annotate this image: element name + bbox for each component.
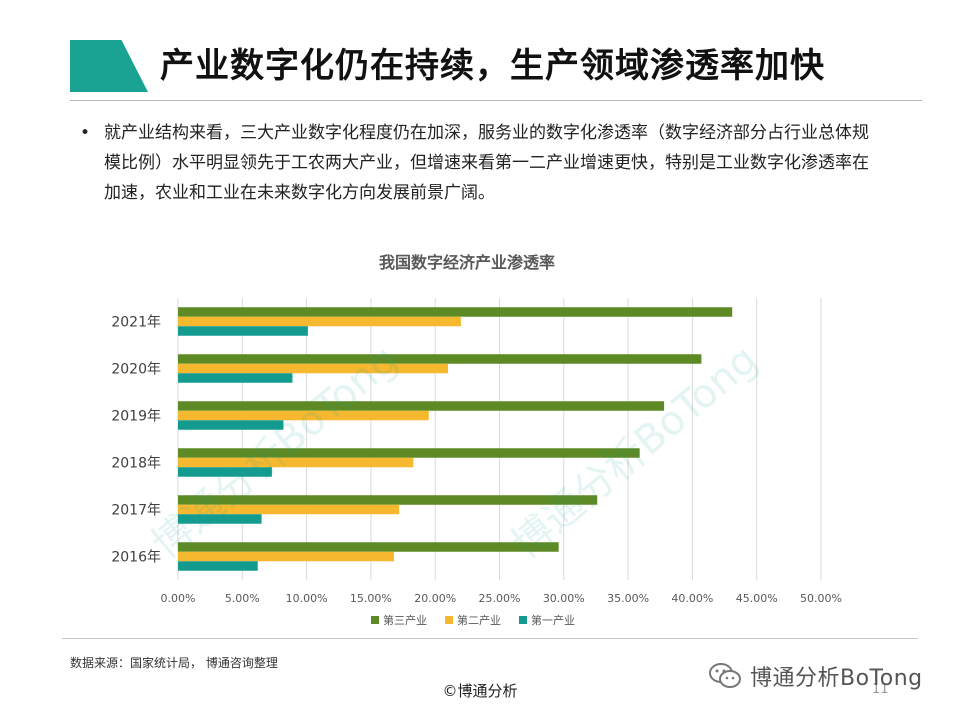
bar-第二产业-2020年: [178, 363, 449, 374]
chart-canvas: 我国数字经济产业渗透率 2016年 2017年 2018年 2019年 2020年 202…: [111, 253, 842, 627]
bar-第一产业-2018年: [178, 467, 272, 477]
legend-label: 第三产业: [383, 613, 427, 627]
x-tick-label: 5.00%: [225, 592, 260, 605]
legend-swatch: [371, 616, 379, 624]
legend-label: 第一产业: [531, 613, 575, 627]
bar-第一产业-2020年: [178, 373, 293, 383]
bar-第二产业-2019年: [178, 410, 429, 421]
copyright: ©博通分析: [442, 682, 518, 700]
bar-第三产业-2016年: [178, 542, 559, 552]
bar-第三产业-2017年: [178, 495, 598, 505]
chart-title: 我国数字经济产业渗透率: [379, 253, 555, 272]
bar-第三产业-2020年: [178, 354, 702, 364]
data-source: 数据来源：国家统计局， 博通咨询整理: [70, 656, 278, 670]
y-category-label: 2020年: [111, 362, 161, 378]
penetration-bar-chart: 我国数字经济产业渗透率 2016年 2017年 2018年 2019年 2020年 202…: [95, 240, 865, 640]
legend-swatch: [445, 616, 453, 624]
legend-swatch: [519, 616, 527, 624]
y-category-label: 2018年: [111, 456, 161, 472]
y-category-label: 2019年: [111, 409, 161, 425]
bar-第一产业-2021年: [178, 326, 308, 336]
bar-第三产业-2018年: [178, 448, 640, 458]
y-category-label: 2016年: [111, 550, 161, 566]
x-tick-label: 40.00%: [671, 592, 713, 605]
bar-第三产业-2021年: [178, 307, 733, 317]
bar-第二产业-2021年: [178, 316, 461, 327]
title-accent-shape: [70, 40, 148, 92]
x-tick-label: 20.00%: [414, 592, 456, 605]
x-tick-label: 10.00%: [286, 592, 328, 605]
x-tick-label: 15.00%: [350, 592, 392, 605]
footer-divider: [62, 638, 918, 639]
wechat-icon: [709, 663, 741, 688]
brand-name: 博通分析BoTong: [750, 666, 923, 691]
bar-第二产业-2016年: [178, 551, 395, 562]
bar-第一产业-2016年: [178, 561, 258, 571]
legend-label: 第二产业: [457, 613, 501, 627]
bar-第二产业-2017年: [178, 504, 400, 515]
bar-第三产业-2019年: [178, 401, 665, 411]
x-tick-label: 25.00%: [479, 592, 521, 605]
x-tick-label: 35.00%: [607, 592, 649, 605]
y-category-label: 2021年: [111, 315, 161, 331]
page-number: 11: [872, 682, 889, 697]
bar-第一产业-2019年: [178, 420, 284, 430]
y-category-label: 2017年: [111, 503, 161, 519]
x-tick-label: 50.00%: [800, 592, 842, 605]
x-tick-label: 30.00%: [543, 592, 585, 605]
title-divider: [70, 100, 922, 101]
bullet-dot: •: [80, 123, 91, 143]
x-tick-label: 0.00%: [161, 592, 196, 605]
bar-第二产业-2018年: [178, 457, 414, 468]
bar-第一产业-2017年: [178, 514, 262, 524]
x-tick-label: 45.00%: [736, 592, 778, 605]
page-title: 产业数字化仍在持续，生产领域渗透率加快: [160, 46, 825, 86]
title-bar: 产业数字化仍在持续，生产领域渗透率加快: [0, 0, 960, 110]
summary-bullet: • 就产业结构来看，三大产业数字化程度仍在加深，服务业的数字化渗透率（数字经济部…: [80, 118, 870, 208]
summary-text: 就产业结构来看，三大产业数字化程度仍在加深，服务业的数字化渗透率（数字经济部分占…: [104, 123, 869, 203]
brand-watermark: 博通分析BoTong: [708, 660, 923, 692]
